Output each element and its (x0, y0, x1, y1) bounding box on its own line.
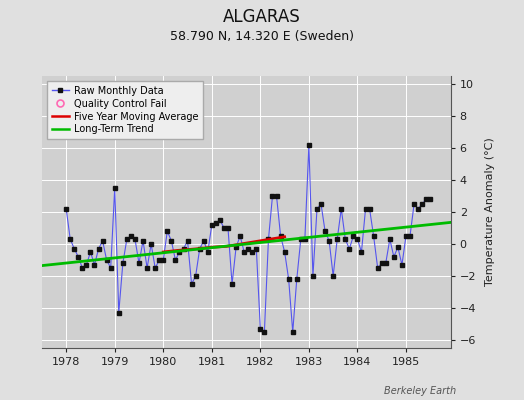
Y-axis label: Temperature Anomaly (°C): Temperature Anomaly (°C) (485, 138, 495, 286)
Text: 58.790 N, 14.320 E (Sweden): 58.790 N, 14.320 E (Sweden) (170, 30, 354, 43)
Legend: Raw Monthly Data, Quality Control Fail, Five Year Moving Average, Long-Term Tren: Raw Monthly Data, Quality Control Fail, … (47, 81, 203, 139)
Text: ALGARAS: ALGARAS (223, 8, 301, 26)
Text: Berkeley Earth: Berkeley Earth (384, 386, 456, 396)
